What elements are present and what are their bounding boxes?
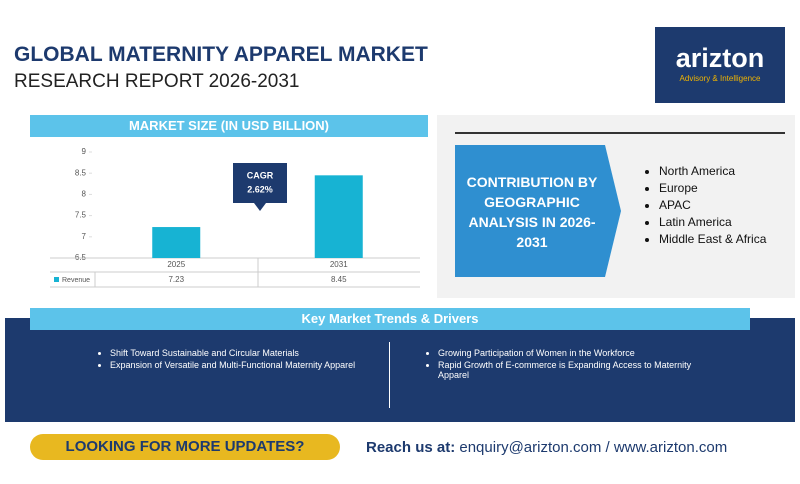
arrow-shape [455,145,621,277]
trends-title: Key Market Trends & Drivers [30,308,750,330]
divider [389,342,390,408]
subtitle: RESEARCH REPORT 2026-2031 [14,71,300,92]
logo-tagline: Advisory & Intelligence [679,74,761,83]
chart-title: MARKET SIZE (IN USD BILLION) [30,115,428,137]
value-label: 8.45 [331,275,347,284]
bar [152,227,201,258]
y-tick-label: 9 [82,147,87,156]
geo-title: CONTRIBUTION BY GEOGRAPHIC ANALYSIS IN 2… [466,174,598,250]
geo-arrow [455,145,621,277]
cagr-value: 2.62% [247,184,273,194]
x-tick-label: 2031 [330,260,348,269]
rule [455,132,785,134]
contact: Reach us at: enquiry@arizton.com / www.a… [366,439,727,456]
y-tick-label: 7 [82,232,87,241]
legend-swatch [54,277,59,282]
callout [233,163,287,211]
chart: 6.577.588.59Revenue20257.2320318.45CAGR2… [50,147,420,288]
list-item: Shift Toward Sustainable and Circular Ma… [110,348,380,358]
list-item: North America [659,164,766,179]
title: GLOBAL MATERNITY APPAREL MARKET [14,43,428,66]
y-tick-label: 8 [82,190,87,199]
trends-panel [5,318,795,422]
logo: arizton Advisory & Intelligence [655,27,785,103]
y-tick-label: 7.5 [75,211,87,220]
contact-label: Reach us at: [366,439,456,456]
legend-label: Revenue [62,277,90,284]
cta[interactable]: LOOKING FOR MORE UPDATES? [30,434,340,460]
list-item: Middle East & Africa [659,232,766,247]
y-tick-label: 8.5 [75,168,87,177]
list-item: Rapid Growth of E-commerce is Expanding … [438,360,708,380]
contact-info: enquiry@arizton.com / www.arizton.com [459,439,728,456]
list-item: Expansion of Versatile and Multi-Functio… [110,360,380,370]
value-label: 7.23 [168,275,184,284]
list-item: Europe [659,181,766,196]
list-item: APAC [659,198,766,213]
trend-list: Shift Toward Sustainable and Circular Ma… [96,348,380,372]
list-item: Growing Participation of Women in the Wo… [438,348,708,358]
logo-text: arizton [675,43,765,73]
trend-list: Growing Participation of Women in the Wo… [424,348,708,382]
list-item: Latin America [659,215,766,230]
region-list: North America Europe APAC Latin America Midd… [645,164,766,249]
x-tick-label: 2025 [167,260,185,269]
bar [314,175,363,258]
cagr-label: CAGR [247,170,274,180]
